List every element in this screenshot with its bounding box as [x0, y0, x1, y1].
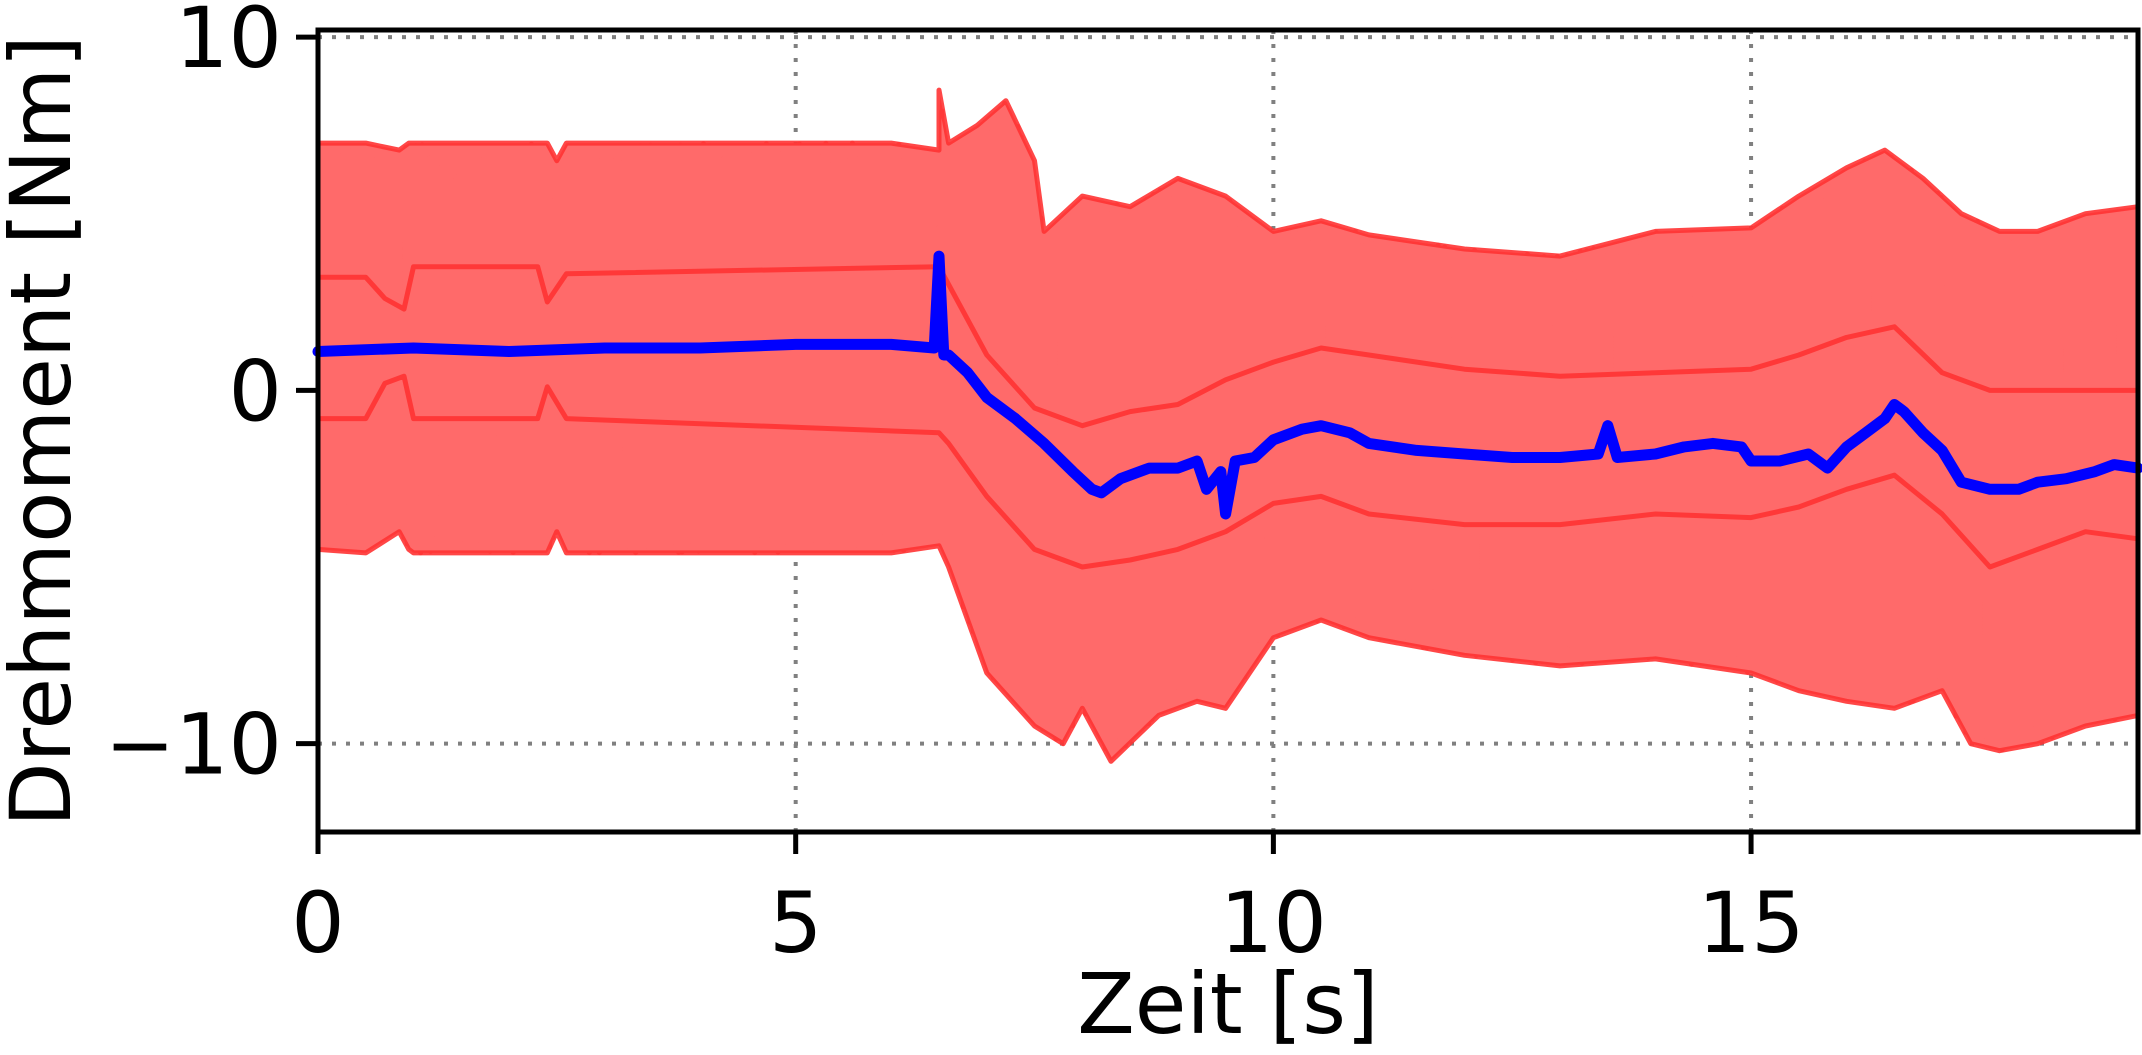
plot-frame: [315, 27, 2141, 835]
x-tick-label: 15: [1698, 874, 1805, 972]
band-edge-upper-high: [318, 87, 2139, 259]
y-axis-label: Drehmoment [Nm]: [0, 35, 90, 827]
band-edge-lower-mid: [318, 373, 2139, 570]
x-axis-label: Zeit [s]: [1077, 955, 1379, 1053]
series-layer: [312, 250, 2142, 520]
y-tick-label: 0: [229, 342, 282, 440]
band-edge-lower-low: [317, 529, 2139, 764]
x-tick-label: 10: [1220, 874, 1327, 972]
band-edge-upper-mid: [318, 264, 2138, 429]
x-tick-label: 5: [769, 874, 822, 972]
series-line-0: [312, 250, 2142, 520]
y-tick-label: −10: [105, 696, 282, 794]
torque-band: [315, 87, 2141, 764]
x-tick-label: 0: [291, 874, 344, 972]
y-tick-label: 10: [175, 0, 282, 87]
